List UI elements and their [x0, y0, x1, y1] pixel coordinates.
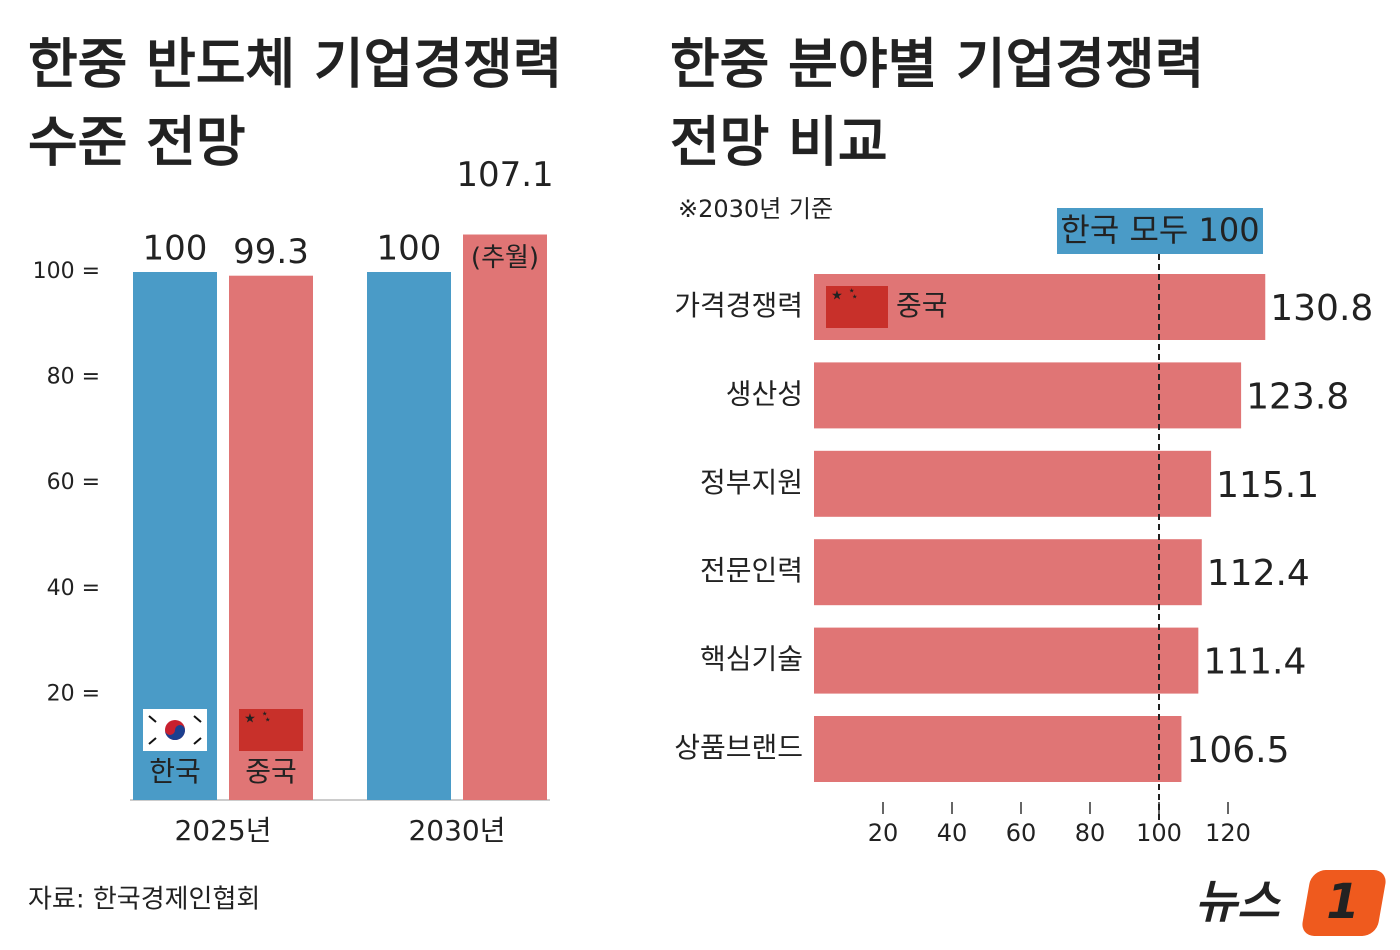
value-label: 106.5 [1186, 730, 1289, 771]
x-tick-label: 2030년 [408, 814, 505, 847]
x-tick-label: 2025년 [174, 814, 271, 847]
subtitle: ※2030년 기준 [678, 195, 833, 223]
value-label: 130.8 [1270, 288, 1373, 329]
value-label: 123.8 [1246, 376, 1349, 417]
bar [367, 272, 451, 800]
bar [814, 450, 1212, 517]
legend-label: 한국 [149, 755, 201, 788]
svg-text:★: ★ [262, 711, 267, 718]
value-label: 115.1 [1216, 465, 1319, 506]
x-tick-label: 20 [868, 819, 899, 847]
svg-text:★: ★ [244, 712, 256, 727]
x-tick-label: 80 [1075, 819, 1106, 847]
value-label: 112.4 [1207, 553, 1310, 594]
legend-label: 중국 [245, 755, 297, 788]
value-label: 100 [377, 229, 442, 269]
left-title-line-2: 수준 전망 [28, 111, 246, 174]
china-flag: ★ ★★ [239, 709, 303, 751]
legend-label: 중국 [896, 289, 948, 322]
y-tick-label: 80 = [47, 365, 100, 390]
svg-text:★: ★ [852, 294, 857, 301]
right-title-line-1: 한중 분야별 기업경쟁력 [670, 33, 1204, 96]
bar [814, 539, 1202, 606]
reference-label-box [1057, 208, 1263, 254]
bar [814, 274, 1266, 340]
china-flag: ★ ★★ [826, 286, 888, 328]
annotation: (추월) [471, 243, 539, 273]
korea-flag [143, 709, 207, 751]
reference-label: 한국 모두 100 [1060, 211, 1259, 249]
category-label: 전문인력 [700, 554, 803, 587]
x-tick-label: 60 [1006, 819, 1037, 847]
y-tick-label: 60 = [47, 470, 100, 495]
right-title-line-2: 전망 비교 [670, 111, 888, 174]
category-label: 상품브랜드 [674, 731, 803, 764]
bar [814, 362, 1242, 429]
y-tick-label: 100 = [33, 259, 100, 284]
y-tick-label: 40 = [47, 576, 100, 601]
value-label: 107.1 [456, 155, 553, 195]
bar [463, 234, 547, 801]
svg-text:★: ★ [849, 288, 854, 295]
value-label: 100 [143, 229, 208, 269]
bar [814, 716, 1182, 782]
category-label: 정부지원 [700, 466, 803, 499]
x-tick-label: 120 [1205, 819, 1251, 847]
category-label: 가격경쟁력 [674, 289, 803, 322]
source: 자료: 한국경제인협회 [28, 885, 260, 915]
category-label: 생산성 [726, 377, 803, 410]
bar [814, 627, 1199, 694]
left-title-line-1: 한중 반도체 기업경쟁력 [28, 33, 562, 96]
category-label: 핵심기술 [700, 643, 803, 676]
logo-number: 1 [1326, 874, 1359, 930]
svg-text:★: ★ [831, 289, 843, 304]
x-tick-label: 100 [1136, 819, 1182, 847]
logo-box [1302, 870, 1386, 936]
value-label: 99.3 [233, 232, 309, 272]
x-tick-label: 40 [937, 819, 968, 847]
y-tick-label: 20 = [47, 681, 100, 706]
logo-text: 뉴스 [1195, 875, 1281, 929]
value-label: 111.4 [1203, 642, 1306, 683]
svg-text:★: ★ [265, 717, 270, 724]
